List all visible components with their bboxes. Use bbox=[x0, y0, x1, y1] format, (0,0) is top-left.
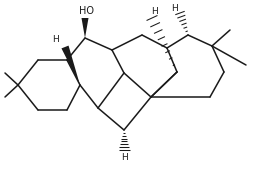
Text: H: H bbox=[171, 4, 177, 13]
Text: H: H bbox=[121, 153, 127, 162]
Text: H: H bbox=[151, 7, 157, 16]
Polygon shape bbox=[61, 46, 80, 85]
Text: H: H bbox=[52, 35, 59, 44]
Text: HO: HO bbox=[78, 6, 93, 16]
Polygon shape bbox=[82, 18, 88, 38]
